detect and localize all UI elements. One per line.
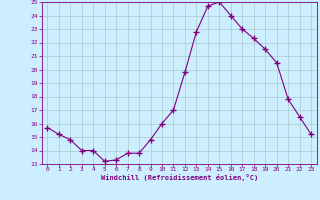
X-axis label: Windchill (Refroidissement éolien,°C): Windchill (Refroidissement éolien,°C): [100, 174, 258, 181]
